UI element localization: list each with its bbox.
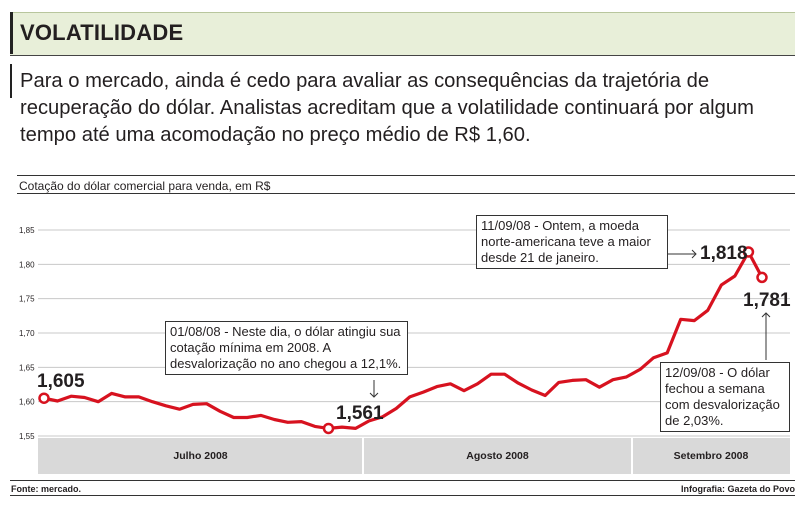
highlight-marker	[756, 271, 768, 284]
source-note: Fonte: mercado.	[11, 484, 82, 494]
data-label-last: 1,781	[743, 290, 791, 311]
chart-bottom-rule	[10, 480, 795, 481]
intro-accent	[10, 64, 12, 98]
y-tick-label: 1,80	[19, 260, 35, 269]
data-label-max: 1,818	[700, 243, 748, 264]
month-band	[632, 438, 790, 474]
leader-max-head	[691, 249, 697, 259]
leader-close-head	[761, 312, 771, 318]
highlight-marker	[742, 246, 755, 258]
y-tick-label: 1,60	[19, 398, 35, 407]
y-tick-label: 1,75	[19, 295, 35, 304]
series-line	[42, 250, 764, 430]
footer-rule	[10, 495, 795, 496]
highlight-marker	[38, 392, 50, 404]
leader-min-head	[369, 392, 379, 398]
annotation-max: 11/09/08 - Ontem, a moeda norte-american…	[476, 215, 668, 269]
annotation-close: 12/09/08 - O dólar fechou a semana com d…	[660, 362, 790, 432]
y-tick-label: 1,85	[19, 226, 35, 235]
highlight-marker	[322, 422, 335, 435]
chart-title: Cotação do dólar comercial para venda, e…	[19, 179, 271, 193]
data-label-start: 1,605	[37, 371, 85, 392]
header-accent	[10, 12, 13, 54]
x-month-label: Agosto 2008	[466, 450, 529, 462]
annotation-min: 01/08/08 - Neste dia, o dólar atingiu su…	[165, 321, 408, 375]
month-band	[38, 438, 363, 474]
page-title: VOLATILIDADE	[20, 20, 184, 45]
header-bar	[10, 12, 795, 56]
intro-paragraph: Para o mercado, ainda é cedo para avalia…	[20, 70, 754, 146]
month-band	[363, 438, 632, 474]
credit-note: Infografia: Gazeta do Povo	[680, 484, 795, 494]
x-month-label: Julho 2008	[173, 450, 227, 462]
data-label-min: 1,561	[336, 403, 384, 424]
y-tick-label: 1,55	[19, 432, 35, 441]
chart-top-rule	[17, 175, 795, 176]
y-tick-label: 1,70	[19, 329, 35, 338]
y-tick-label: 1,65	[19, 363, 35, 372]
chart-title-rule	[17, 193, 795, 194]
x-month-label: Setembro 2008	[674, 450, 749, 462]
